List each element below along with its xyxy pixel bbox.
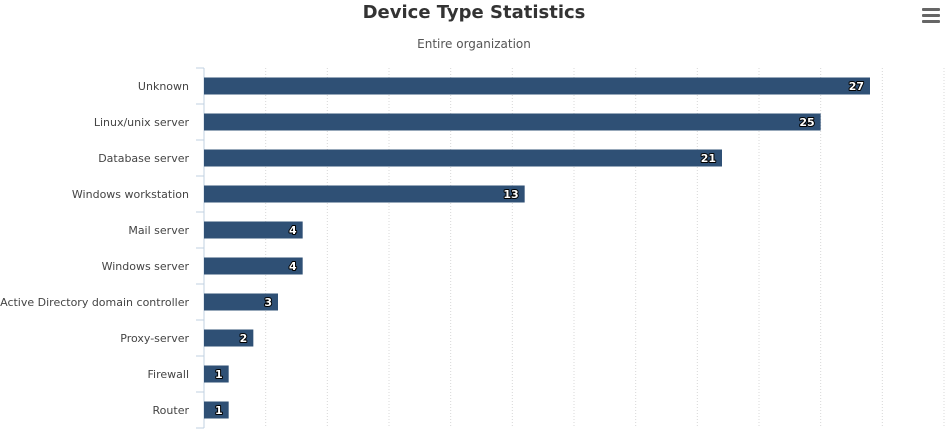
bar[interactable] (204, 329, 254, 347)
data-label: 1 (215, 368, 223, 381)
data-label: 25 (799, 116, 814, 129)
bar[interactable] (204, 149, 722, 167)
data-label: 4 (289, 260, 297, 273)
data-label: 1 (215, 404, 223, 417)
chart-title: Device Type Statistics (362, 2, 586, 23)
y-axis (196, 67, 205, 429)
data-label: 2 (240, 332, 248, 345)
category-label: Database server (98, 152, 189, 165)
bar[interactable] (204, 185, 525, 203)
category-label: Active Directory domain controller (0, 296, 189, 309)
category-label: Unknown (138, 80, 189, 93)
chart-subtitle: Entire organization (417, 37, 531, 51)
hamburger-menu-icon[interactable] (922, 8, 940, 24)
category-label: Proxy-server (120, 332, 189, 345)
data-label: 27 (849, 80, 864, 93)
bar[interactable] (204, 365, 229, 383)
menu-line (922, 8, 940, 11)
category-label: Windows workstation (72, 188, 189, 201)
category-label: Firewall (148, 368, 189, 381)
data-label: 21 (701, 152, 716, 165)
category-label: Linux/unix server (94, 116, 190, 129)
bar[interactable] (204, 401, 229, 419)
bar[interactable] (204, 113, 821, 131)
bar[interactable] (204, 77, 870, 95)
bars (204, 77, 870, 419)
bar[interactable] (204, 221, 303, 239)
bar[interactable] (204, 293, 278, 311)
category-label: Mail server (128, 224, 189, 237)
bar[interactable] (204, 257, 303, 275)
data-label: 3 (264, 296, 272, 309)
category-label: Windows server (102, 260, 190, 273)
menu-line (922, 20, 940, 23)
data-label: 4 (289, 224, 297, 237)
data-label: 13 (503, 188, 518, 201)
menu-line (922, 14, 940, 17)
category-label: Router (153, 404, 190, 417)
labels: Unknown 27 Linux/unix server 25 Database ser… (0, 79, 865, 418)
